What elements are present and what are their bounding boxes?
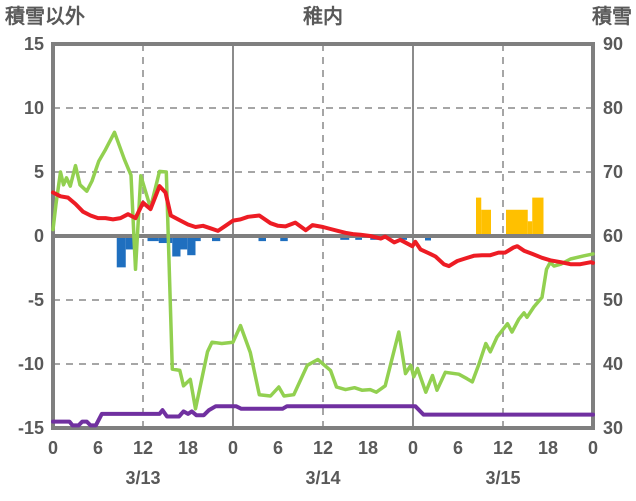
x-tick-label: 0 xyxy=(408,438,418,458)
x-tick-label: 12 xyxy=(493,438,513,458)
x-tick-label: 6 xyxy=(93,438,103,458)
date-label: 3/15 xyxy=(485,468,520,488)
blue-bars-segment xyxy=(425,236,431,241)
left-tick-label: -15 xyxy=(18,418,44,438)
chart-station-title: 稚内 xyxy=(303,6,343,28)
blue-bars-segment xyxy=(125,236,134,250)
plot-border xyxy=(51,42,595,430)
blue-bars-segment xyxy=(258,236,266,242)
blue-bars-segment xyxy=(187,236,196,256)
blue-bars-segment xyxy=(195,236,201,242)
x-tick-label: 0 xyxy=(588,438,598,458)
left-tick-label: 5 xyxy=(34,162,44,182)
left-tick-label: 0 xyxy=(34,226,44,246)
x-tick-label: 18 xyxy=(358,438,378,458)
orange-bars-segment xyxy=(476,197,482,236)
series-green-line xyxy=(51,130,595,411)
blue-bars-segment xyxy=(147,236,159,242)
blue-bars-segment xyxy=(280,236,288,242)
series-blue-bars xyxy=(116,236,431,268)
orange-bars-segment xyxy=(481,209,491,236)
date-label: 3/14 xyxy=(305,468,340,488)
left-tick-label: -10 xyxy=(18,354,44,374)
orange-bars-segment xyxy=(527,221,533,236)
left-axis-tick-labels: 15 10 5 0 -5 -10 -15 xyxy=(18,34,44,438)
right-tick-label: 40 xyxy=(603,354,623,374)
x-tick-label: 18 xyxy=(178,438,198,458)
x-tick-label: 12 xyxy=(133,438,153,458)
left-tick-label: 15 xyxy=(24,34,44,54)
orange-bars-segment xyxy=(506,209,528,236)
date-label: 3/13 xyxy=(125,468,160,488)
blue-bars-segment xyxy=(180,236,188,250)
x-tick-label: 0 xyxy=(228,438,238,458)
left-axis-title: 積雪以外 xyxy=(5,6,85,28)
x-axis-tick-labels: 0 6 12 18 0 6 12 18 0 6 12 18 0 xyxy=(48,438,598,458)
right-tick-label: 80 xyxy=(603,98,623,118)
x-axis-date-labels: 3/13 3/14 3/15 xyxy=(125,468,520,488)
right-axis-tick-labels: 90 80 70 60 50 40 30 xyxy=(603,34,623,438)
x-tick-label: 18 xyxy=(538,438,558,458)
left-tick-label: -5 xyxy=(28,290,44,310)
right-tick-label: 50 xyxy=(603,290,623,310)
blue-bars-segment xyxy=(158,236,173,244)
series-red-line xyxy=(51,184,595,269)
right-tick-label: 60 xyxy=(603,226,623,246)
left-tick-label: 10 xyxy=(24,98,44,118)
x-tick-label: 0 xyxy=(48,438,58,458)
orange-bars-segment xyxy=(532,197,544,236)
blue-bars-segment xyxy=(212,236,221,242)
series-purple-line xyxy=(51,404,595,428)
x-tick-label: 12 xyxy=(313,438,333,458)
x-tick-label: 6 xyxy=(453,438,463,458)
right-tick-label: 70 xyxy=(603,162,623,182)
right-tick-label: 90 xyxy=(603,34,623,54)
blue-bars-segment xyxy=(172,236,181,257)
x-tick-label: 6 xyxy=(273,438,283,458)
right-tick-label: 30 xyxy=(603,418,623,438)
series-orange-bars xyxy=(476,197,544,236)
blue-bars-segment xyxy=(116,236,126,268)
right-axis-title: 積雪 xyxy=(592,6,632,28)
